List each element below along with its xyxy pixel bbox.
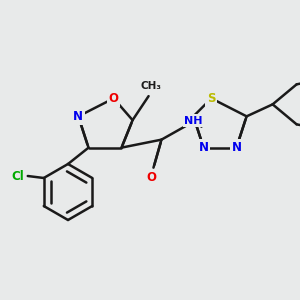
Text: N: N bbox=[74, 110, 83, 123]
Text: S: S bbox=[207, 92, 216, 105]
Text: N: N bbox=[232, 141, 242, 154]
Text: N: N bbox=[199, 141, 208, 154]
Text: O: O bbox=[109, 92, 119, 105]
Text: O: O bbox=[146, 171, 157, 184]
Text: CH₃: CH₃ bbox=[140, 81, 161, 91]
Text: Cl: Cl bbox=[11, 169, 24, 182]
Text: NH: NH bbox=[184, 116, 203, 126]
